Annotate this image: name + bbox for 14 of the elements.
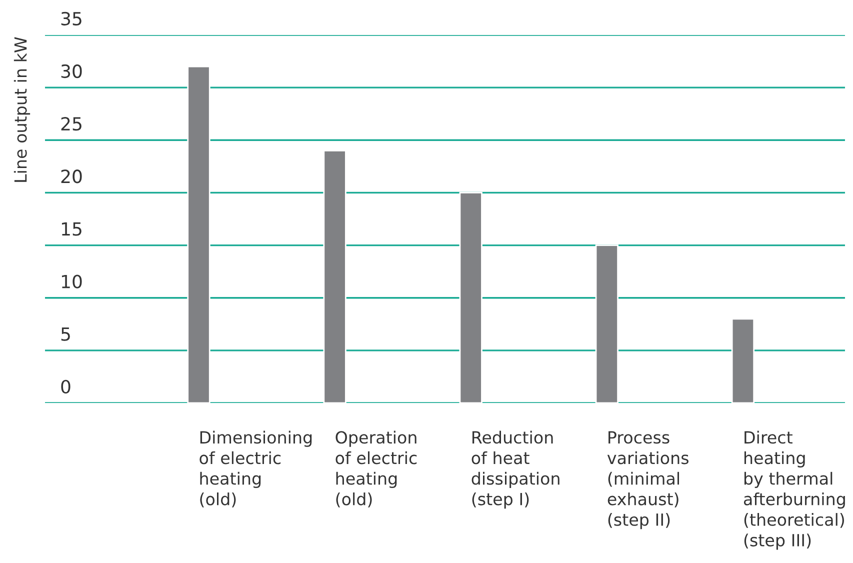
y-tick-label: 0 bbox=[61, 380, 70, 394]
y-tick-label: 35 bbox=[61, 12, 82, 26]
x-tick-label: Dimensioning of electric heating (old) bbox=[200, 430, 312, 508]
y-tick-label: 25 bbox=[61, 116, 82, 131]
y-tick-label: 20 bbox=[61, 170, 82, 184]
y-tick-label: 30 bbox=[61, 64, 82, 78]
x-tick-label: Operation of electric heating (old) bbox=[336, 430, 417, 508]
x-tick-label: Process variations (minimal exhaust) (step II) bbox=[607, 431, 688, 530]
x-tick-label: Direct heating by thermal afterburning (theoretical) (step III) bbox=[744, 430, 845, 550]
x-tick-label: Reduction of heat dissipation (step I) bbox=[472, 430, 560, 509]
y-axis-title: Line output in kW bbox=[14, 37, 30, 182]
y-tick-label: 10 bbox=[62, 274, 82, 288]
y-tick-label: 15 bbox=[62, 222, 82, 236]
y-tick-label: 5 bbox=[61, 328, 70, 341]
